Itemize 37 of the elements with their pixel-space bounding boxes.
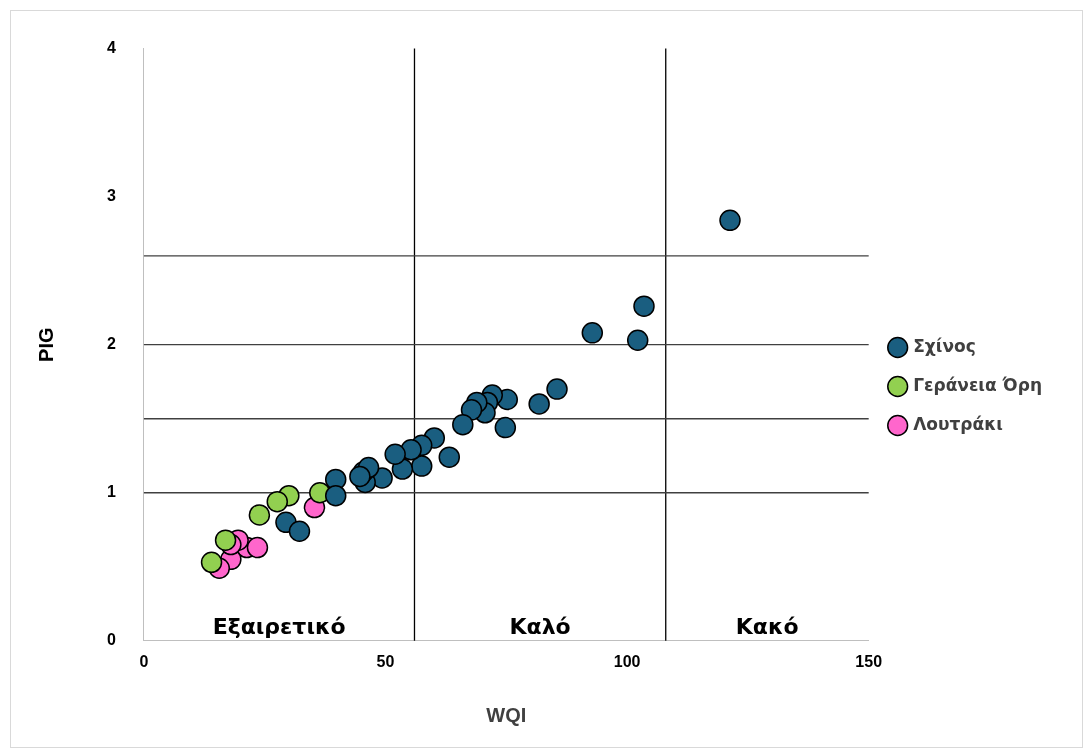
point bbox=[633, 295, 655, 317]
point bbox=[460, 399, 483, 421]
point bbox=[384, 443, 406, 466]
annotation: Εξαιρετικό bbox=[212, 613, 346, 639]
point bbox=[546, 378, 568, 400]
point bbox=[528, 393, 550, 415]
y-tick-label: 3 bbox=[106, 187, 116, 205]
annotation: Κακό bbox=[735, 613, 799, 639]
point bbox=[626, 329, 649, 352]
point bbox=[246, 536, 269, 559]
legend-label: Λουτράκι bbox=[913, 413, 1003, 434]
y-tick-label: 4 bbox=[106, 39, 116, 57]
y-tick-label: 0 bbox=[106, 631, 116, 649]
y-tick-label: 2 bbox=[106, 335, 116, 353]
point bbox=[288, 520, 311, 542]
point bbox=[266, 490, 289, 513]
x-tick-label: 0 bbox=[139, 652, 149, 670]
x-tick-label: 150 bbox=[855, 652, 883, 670]
x-tick-label: 50 bbox=[376, 652, 395, 670]
legend-label: Γεράνεια Όρη bbox=[913, 374, 1043, 395]
point bbox=[719, 209, 741, 232]
y-axis-title: PIG bbox=[34, 327, 57, 362]
point bbox=[581, 322, 604, 344]
x-tick-label: 100 bbox=[613, 652, 641, 670]
point bbox=[248, 504, 271, 526]
point bbox=[214, 529, 237, 551]
point bbox=[324, 484, 347, 507]
point bbox=[494, 416, 517, 439]
annotation: Καλό bbox=[509, 613, 571, 639]
x-axis-title: WQI bbox=[486, 703, 527, 726]
y-tick-label: 1 bbox=[106, 483, 116, 501]
point bbox=[438, 446, 461, 468]
point bbox=[349, 465, 371, 488]
point bbox=[452, 413, 474, 436]
point bbox=[410, 455, 433, 477]
legend-label: Σχίνος bbox=[913, 335, 976, 356]
point bbox=[200, 551, 223, 574]
